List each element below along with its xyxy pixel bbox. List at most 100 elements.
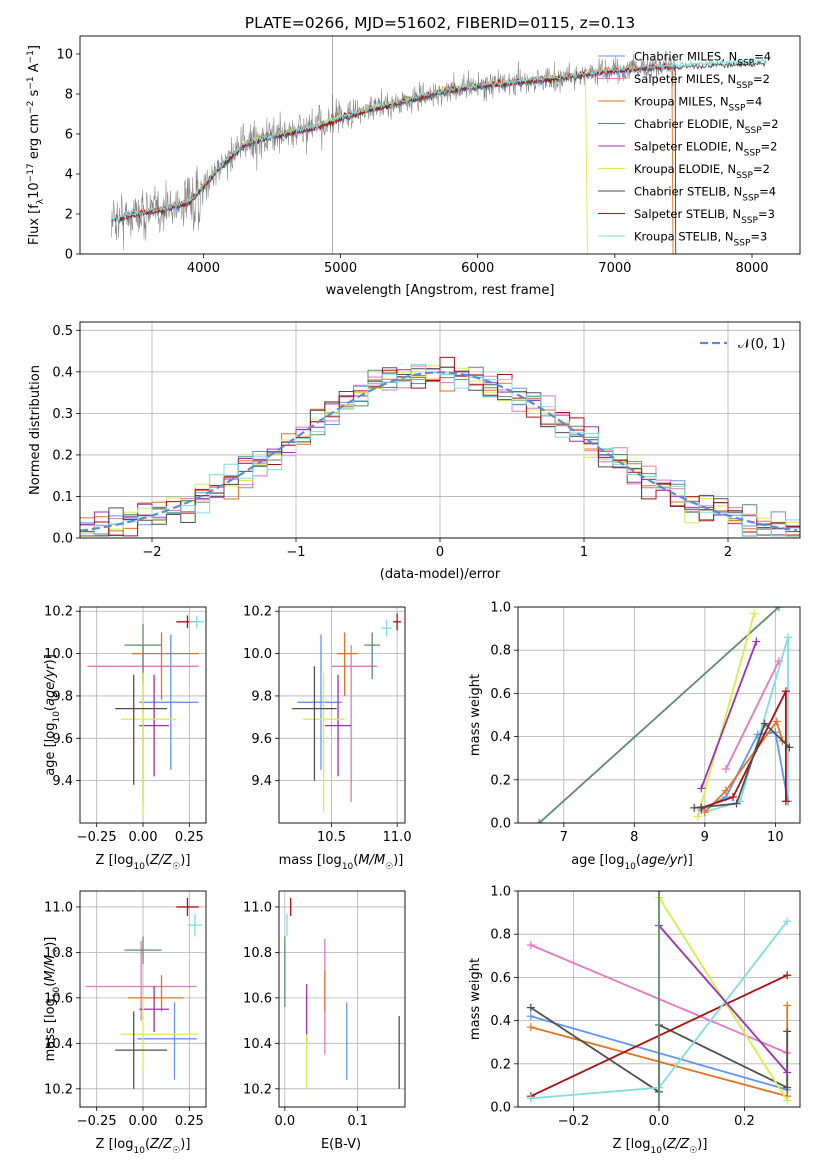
y-tick-label: 10.4 — [243, 1037, 272, 1052]
series-marker — [690, 803, 699, 812]
series-marker — [772, 717, 781, 726]
legend-label: Kroupa ELODIE, NSSP=2 — [634, 162, 770, 181]
y-tick-label: 0.8 — [490, 644, 511, 659]
errorbar-chabrier-stelib — [115, 1011, 168, 1089]
y-axis-label: mass weight — [468, 674, 483, 756]
series-marker — [781, 687, 790, 696]
series-chabrier-miles — [697, 728, 793, 815]
series-marker — [783, 1027, 792, 1036]
y-tick-label: 0.3 — [52, 407, 73, 422]
model-spectrum-salpeter-miles — [139, 63, 672, 217]
series-marker — [784, 633, 793, 642]
y-tick-label: 8 — [65, 88, 73, 103]
errorbar-kroupa-miles — [336, 632, 358, 696]
x-tick-label: 6000 — [461, 261, 494, 276]
residual-axes-frame — [79, 321, 801, 539]
y-tick-label: 1.0 — [490, 601, 511, 616]
x-tick-label: 11.0 — [383, 830, 412, 845]
series-marker — [693, 812, 702, 821]
x-tick-label: 8000 — [735, 261, 768, 276]
chart-title: PLATE=0266, MJD=51602, FIBERID=0115, z=0… — [245, 14, 635, 32]
x-tick-label: 2 — [724, 545, 732, 560]
series-marker — [721, 786, 730, 795]
x-tick-label: 7000 — [598, 261, 631, 276]
series-chabrier-elodie — [535, 607, 783, 823]
y-tick-label: 0.2 — [490, 1057, 511, 1072]
x-axis-label: (data-model)/error — [380, 567, 501, 582]
legend-label: 𝒩(0, 1) — [738, 337, 785, 352]
errorbar-salpeter-miles — [331, 645, 378, 802]
series-line — [701, 690, 787, 809]
y-tick-label: 0.6 — [490, 687, 511, 702]
errorbar-kroupa-elodie — [302, 672, 345, 813]
x-axis-label: wavelength [Angstrom, rest frame] — [326, 283, 555, 298]
x-tick-label: 0 — [436, 545, 444, 560]
x-axis-label: Z [log10(Z/Z☉)] — [96, 853, 191, 872]
mass-weight-vs-age-axes-plot — [535, 607, 794, 823]
errorbar-chabrier-miles — [137, 1002, 197, 1080]
errorbar-kroupa-stelib — [189, 615, 205, 629]
errorbar-chabrier-stelib — [115, 674, 168, 785]
y-tick-label: 11.0 — [44, 900, 73, 915]
y-tick-label: 0.4 — [52, 365, 73, 380]
errorbar-salpeter-elodie — [139, 986, 169, 1032]
spectrum-axes-frame — [79, 35, 801, 255]
model-spectrum-kroupa-elodie — [189, 71, 588, 254]
legend-label: Salpeter STELIB, NSSP=3 — [634, 207, 775, 226]
y-tick-label: 0.0 — [52, 532, 73, 547]
y-tick-label: 0 — [65, 248, 73, 263]
series-marker — [535, 819, 544, 823]
series-marker — [526, 941, 535, 949]
series-line — [658, 925, 788, 1073]
mass-vs-z-axes: −0.25 0.00 0.25 10.2 10.4 10.6 10.8 11.0 — [44, 890, 207, 1129]
errorbar-kroupa-stelib — [381, 619, 392, 637]
series-marker — [526, 1003, 535, 1012]
y-tick-label: 10.6 — [44, 991, 73, 1006]
histogram-chabrier-elodie — [80, 366, 800, 537]
y-tick-label: 0.6 — [490, 971, 511, 986]
legend-label: Kroupa MILES, NSSP=4 — [634, 95, 762, 114]
residual-legend: 𝒩(0, 1) — [700, 337, 785, 352]
series-marker — [526, 1012, 535, 1021]
mass-vs-z-axes-frame — [79, 890, 207, 1108]
x-tick-label: 9 — [701, 830, 709, 845]
x-tick-label: 0.25 — [175, 830, 204, 845]
x-tick-label: −1 — [286, 545, 305, 560]
series-salpeter-elodie — [655, 921, 792, 1077]
series-line — [538, 607, 780, 823]
series-line — [704, 636, 789, 814]
legend-label: Chabrier STELIB, NSSP=4 — [634, 185, 776, 204]
x-tick-label: 10 — [767, 830, 784, 845]
y-tick-label: 0.0 — [490, 817, 511, 832]
series-chabrier-elodie — [655, 891, 663, 1107]
series-marker — [732, 799, 741, 808]
series-marker — [783, 1083, 792, 1092]
y-tick-label: 10.8 — [44, 946, 73, 961]
series-line — [694, 721, 791, 809]
series-marker — [526, 1094, 535, 1103]
series-line — [696, 613, 756, 817]
age-vs-mass-axes: 10.5 11.0 9.4 9.6 9.8 10.0 10.2 — [243, 605, 412, 845]
x-tick-label: 8 — [630, 830, 638, 845]
series-marker — [760, 719, 769, 728]
mass-weight-vs-age-axes-frame — [517, 606, 801, 824]
y-tick-label: 1.0 — [490, 885, 511, 900]
series-marker — [783, 917, 792, 926]
y-tick-label: 10.4 — [44, 1037, 73, 1052]
model-spectrum-kroupa-stelib — [111, 56, 767, 223]
errorbar-salpeter-stelib — [393, 613, 402, 631]
series-marker — [526, 1023, 535, 1032]
age-vs-z-axes-frame — [79, 606, 207, 824]
legend-label: Kroupa STELIB, NSSP=3 — [634, 230, 767, 249]
series-marker — [721, 765, 730, 773]
errorbar-chabrier-elodie — [364, 632, 381, 679]
x-tick-label: 10.5 — [317, 830, 346, 845]
series-marker — [783, 971, 792, 980]
y-tick-label: 0.4 — [490, 1014, 511, 1029]
y-axis-label: mass weight — [468, 958, 483, 1040]
spectrum-axes: 4000 5000 6000 7000 8000 0 2 4 6 8 10 — [56, 35, 801, 276]
y-tick-label: 11.0 — [243, 900, 272, 915]
x-tick-label: 5000 — [324, 261, 357, 276]
y-tick-label: 0.4 — [490, 730, 511, 745]
series-marker — [697, 784, 706, 793]
